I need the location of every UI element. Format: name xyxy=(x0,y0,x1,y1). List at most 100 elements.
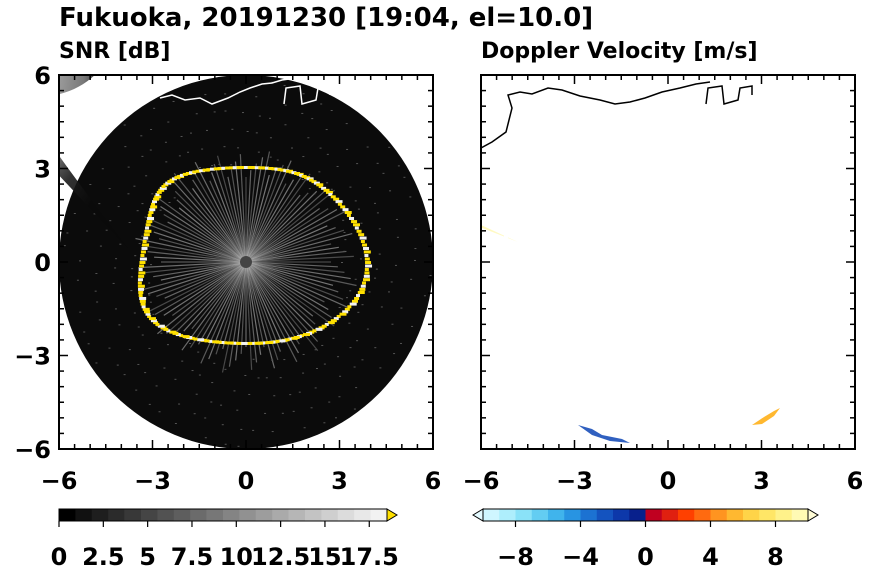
snr-noise xyxy=(302,353,305,355)
snr-noise xyxy=(66,232,69,234)
snr-noise xyxy=(211,382,214,384)
snr-spoke xyxy=(245,261,339,293)
snr-rim-cell xyxy=(155,322,160,326)
doppler-gap xyxy=(531,255,536,259)
snr-rim-cell xyxy=(193,337,198,341)
snr-spoke xyxy=(245,261,281,352)
snr-rim-cell xyxy=(357,291,365,295)
doppler-gap xyxy=(539,316,544,320)
snr-noise xyxy=(356,340,359,342)
doppler-gap xyxy=(724,364,729,368)
snr-noise xyxy=(152,313,155,315)
doppler-gap xyxy=(603,341,608,345)
snr-spoke xyxy=(245,261,338,268)
snr-rim-cell xyxy=(143,233,150,237)
snr-colorbar-swatch xyxy=(370,509,388,521)
snr-noise xyxy=(318,171,321,173)
doppler-gap xyxy=(500,243,505,247)
snr-rim-cell xyxy=(221,166,226,170)
snr-noise xyxy=(112,282,115,284)
doppler-gap xyxy=(724,338,729,342)
snr-noise xyxy=(279,377,282,379)
snr-noise xyxy=(108,188,111,190)
snr-rim-cell xyxy=(359,287,366,291)
doppler-gap xyxy=(615,348,620,352)
snr-rim-cell xyxy=(240,341,248,345)
snr-rim-cell xyxy=(171,177,177,181)
snr-noise xyxy=(131,268,134,270)
snr-noise xyxy=(144,372,147,374)
snr-rim-cell xyxy=(153,197,160,201)
snr-rim-cell xyxy=(353,223,361,227)
snr-rim-cell xyxy=(228,166,235,170)
snr-noise xyxy=(117,206,120,208)
snr-rim-cell xyxy=(204,339,210,343)
snr-noise xyxy=(320,103,323,105)
snr-rim-cell xyxy=(138,287,145,291)
snr-noise xyxy=(403,176,406,178)
doppler-gap xyxy=(562,345,567,349)
snr-noise xyxy=(284,124,287,126)
snr-noise xyxy=(289,394,292,396)
snr-rim-cell xyxy=(318,185,323,189)
snr-rim-cell xyxy=(143,236,149,240)
snr-noise xyxy=(233,390,236,392)
doppler-gap xyxy=(595,166,600,170)
snr-noise xyxy=(133,185,136,187)
doppler-gap xyxy=(783,222,788,226)
snr-rim-cell xyxy=(158,188,165,192)
snr-spoke xyxy=(245,194,301,263)
snr-rim-cell xyxy=(189,336,195,340)
snr-noise xyxy=(224,443,227,445)
doppler-gap xyxy=(532,300,537,304)
doppler-gap xyxy=(783,226,788,230)
snr-colorbar-swatch xyxy=(272,509,289,521)
snr-spoke xyxy=(181,261,247,351)
snr-noise xyxy=(218,163,221,165)
snr-noise xyxy=(258,115,261,117)
doppler-gap xyxy=(623,352,628,356)
snr-colorbar-swatch xyxy=(59,509,76,521)
snr-spoke xyxy=(215,261,247,355)
doppler-gap xyxy=(642,359,647,363)
snr-noise xyxy=(396,236,399,238)
doppler-gap xyxy=(755,158,760,162)
snr-noise xyxy=(314,349,317,351)
snr-spoke xyxy=(163,213,247,263)
snr-noise xyxy=(168,201,171,203)
snr-noise xyxy=(400,342,403,344)
doppler-gap xyxy=(533,304,538,308)
snr-rim-cell xyxy=(364,254,369,257)
snr-rim-cell xyxy=(244,166,250,169)
snr-spoke xyxy=(227,176,247,263)
snr-noise xyxy=(184,337,187,339)
snr-spoke xyxy=(245,227,336,263)
snr-colorbar-tick-label: 15 xyxy=(308,543,341,570)
snr-rim-cell xyxy=(344,211,352,215)
snr-noise xyxy=(137,363,140,365)
snr-rim-cell xyxy=(138,271,146,275)
doppler-gap xyxy=(695,367,700,371)
snr-noise xyxy=(119,243,122,245)
snr-noise xyxy=(189,132,192,134)
snr-noise xyxy=(325,320,328,322)
snr-spoke xyxy=(245,261,335,327)
snr-spoke xyxy=(245,189,326,263)
snr-spoke xyxy=(164,261,247,299)
snr-noise xyxy=(189,342,192,344)
snr-noise xyxy=(302,156,305,158)
snr-spoke xyxy=(239,154,247,263)
snr-colorbar-swatch xyxy=(255,509,273,521)
doppler-colorbar-swatch xyxy=(564,509,581,521)
snr-colorbar-tick-label: 10 xyxy=(220,543,253,570)
doppler-gap xyxy=(528,277,533,281)
snr-rim-cell xyxy=(280,168,286,172)
snr-noise xyxy=(135,389,138,391)
snr-colorbar-swatch xyxy=(91,509,109,521)
snr-noise xyxy=(94,290,97,292)
snr-rim-cell xyxy=(364,271,370,275)
doppler-gap xyxy=(780,248,785,252)
snr-spoke xyxy=(197,261,247,345)
snr-noise xyxy=(167,121,170,123)
doppler-gap xyxy=(742,146,747,150)
